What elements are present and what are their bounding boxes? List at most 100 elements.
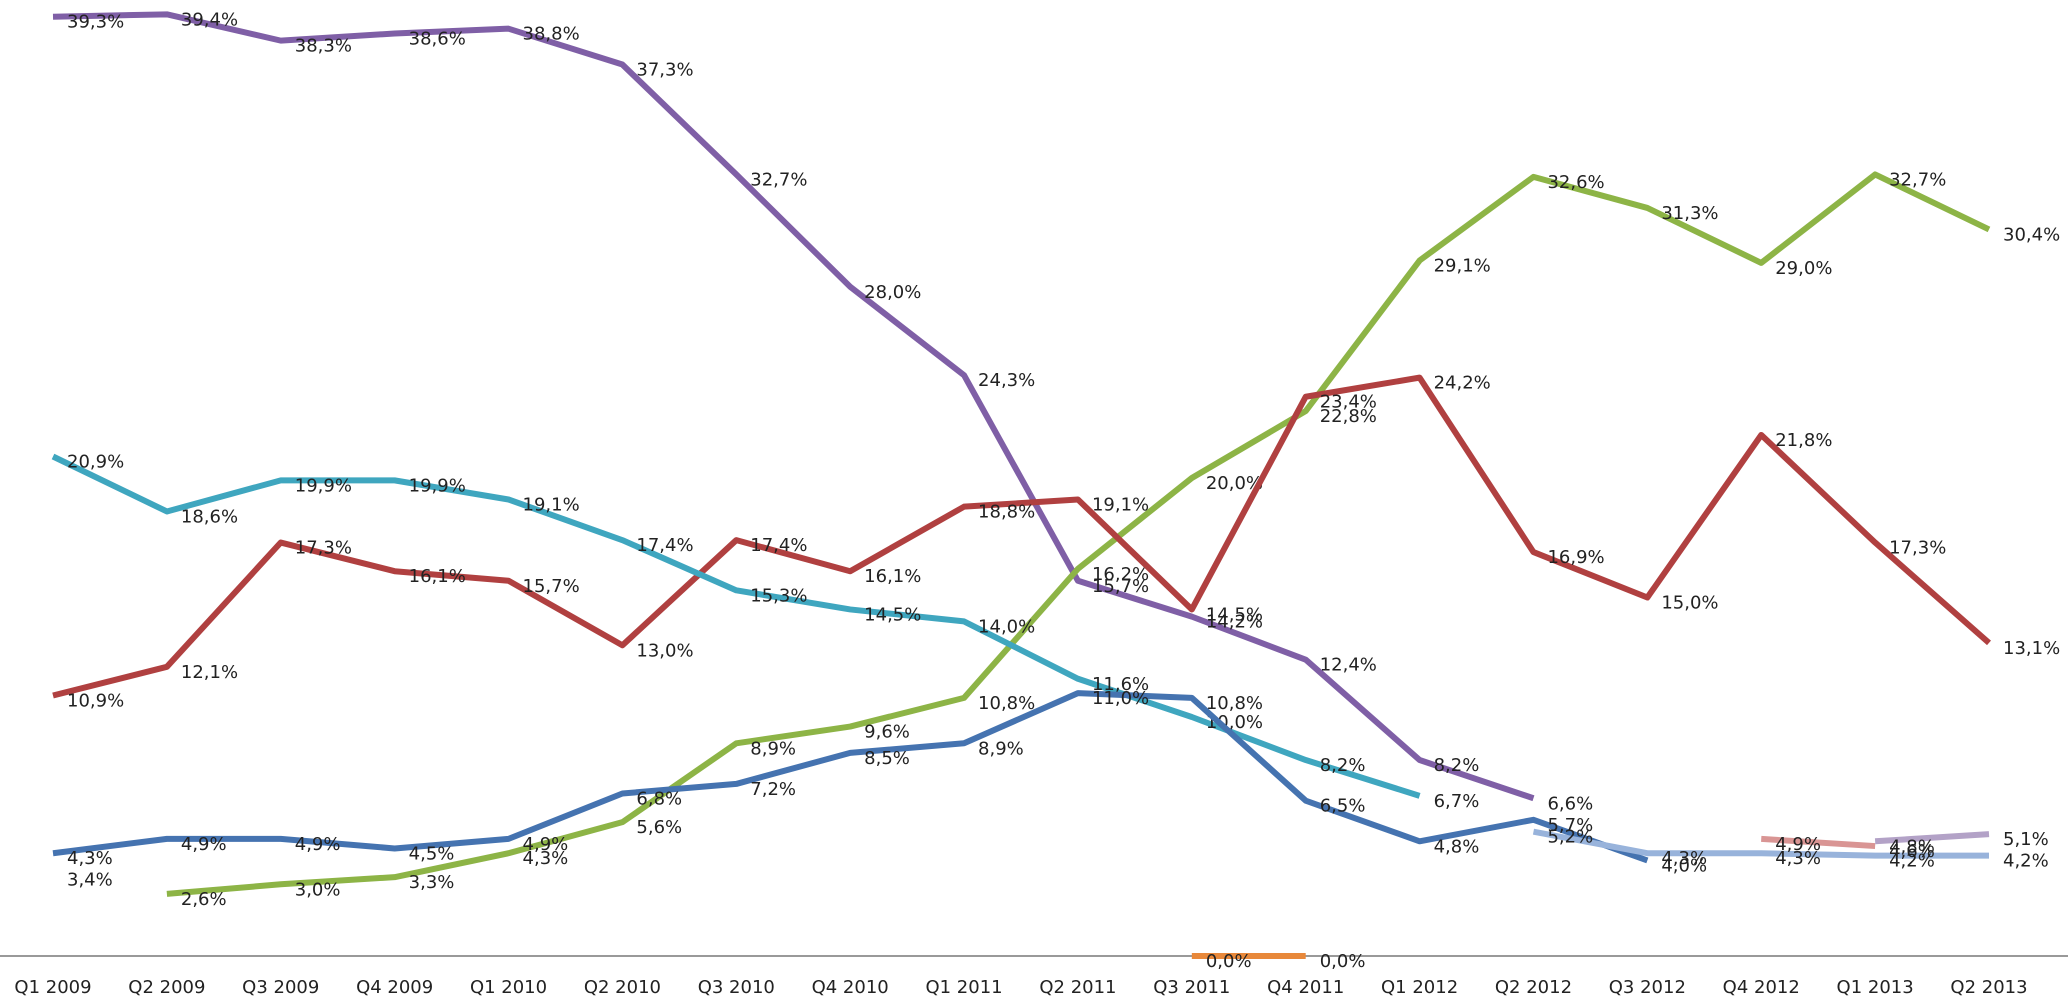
data-label: 3,4% <box>67 870 113 891</box>
data-label: 4,9% <box>523 834 569 855</box>
data-label: 17,4% <box>636 535 693 556</box>
data-label: 39,3% <box>67 12 124 33</box>
data-label: 32,6% <box>1547 172 1604 193</box>
data-label: 4,0% <box>1661 855 1707 876</box>
data-label: 8,9% <box>750 738 796 759</box>
data-label: 24,2% <box>1434 373 1491 394</box>
x-tick-label: Q2 2012 <box>1495 977 1572 998</box>
data-label: 15,3% <box>750 585 807 606</box>
series-line <box>52 374 1991 699</box>
x-tick-label: Q2 2010 <box>584 977 661 998</box>
data-label: 0,0% <box>1206 951 1252 972</box>
data-label: 24,3% <box>978 370 1035 391</box>
series-line <box>1874 831 1990 845</box>
data-label: 38,6% <box>409 28 466 49</box>
data-label: 19,9% <box>295 475 352 496</box>
data-label: 7,2% <box>750 779 796 800</box>
data-label: 17,4% <box>750 535 807 556</box>
data-label: 10,8% <box>978 693 1035 714</box>
x-tick-label: Q4 2009 <box>356 977 433 998</box>
data-label: 11,0% <box>1092 688 1149 709</box>
data-label: 4,3% <box>1775 848 1821 869</box>
data-label: 4,3% <box>523 848 569 869</box>
data-label: 14,5% <box>864 604 921 625</box>
data-label: 10,8% <box>1206 693 1263 714</box>
data-label: 3,0% <box>295 879 341 900</box>
x-tick-label: Q1 2012 <box>1381 977 1458 998</box>
x-tick-label: Q4 2010 <box>812 977 889 998</box>
data-label: 21,8% <box>1775 430 1832 451</box>
data-label: 4,3% <box>67 848 113 869</box>
data-label: 19,1% <box>523 495 580 516</box>
series-line <box>52 690 1649 864</box>
data-label: 8,2% <box>1434 755 1480 776</box>
data-label: 20,9% <box>67 451 124 472</box>
data-label: 30,4% <box>2003 224 2060 245</box>
data-label: 19,1% <box>1092 495 1149 516</box>
x-tick-label: Q4 2012 <box>1723 977 1800 998</box>
data-label: 31,3% <box>1661 203 1718 224</box>
data-label: 5,1% <box>2003 829 2049 850</box>
series-line <box>1761 835 1876 850</box>
data-label: 4,5% <box>409 843 455 864</box>
data-label: 4,2% <box>2003 851 2049 872</box>
data-label: 32,7% <box>1889 169 1946 190</box>
x-tick-label: Q3 2010 <box>698 977 775 998</box>
data-label: 28,0% <box>864 282 921 303</box>
data-label: 6,5% <box>1320 796 1366 817</box>
data-label: 12,4% <box>1320 655 1377 676</box>
data-label: 17,3% <box>295 538 352 559</box>
x-tick-label: Q2 2013 <box>1950 977 2027 998</box>
data-label: 19,9% <box>409 475 466 496</box>
x-tick-label: Q2 2009 <box>128 977 205 998</box>
data-label: 15,7% <box>523 576 580 597</box>
data-label: 6,7% <box>1434 791 1480 812</box>
data-label: 14,5% <box>1206 604 1263 625</box>
data-label: 29,0% <box>1775 258 1832 279</box>
data-label: 4,6% <box>1889 841 1935 862</box>
data-label: 15,0% <box>1661 593 1718 614</box>
data-label: 5,6% <box>636 817 682 838</box>
data-label: 9,6% <box>864 722 910 743</box>
data-label: 8,9% <box>978 738 1024 759</box>
data-label: 10,0% <box>1206 712 1263 733</box>
data-label: 6,8% <box>636 788 682 809</box>
data-label: 14,2% <box>1206 612 1263 633</box>
data-label: 16,1% <box>409 566 466 587</box>
data-label: 13,0% <box>636 640 693 661</box>
data-label: 17,3% <box>1889 538 1946 559</box>
data-label: 5,2% <box>1547 827 1593 848</box>
data-label: 6,6% <box>1547 793 1593 814</box>
data-label: 0,0% <box>1320 951 1366 972</box>
series-line <box>52 11 1535 802</box>
x-tick-label: Q3 2012 <box>1609 977 1686 998</box>
data-label: 4,2% <box>1889 851 1935 872</box>
data-label: 29,1% <box>1434 256 1491 277</box>
data-label: 39,4% <box>181 9 238 30</box>
data-label: 14,0% <box>978 616 1035 637</box>
data-label: 13,1% <box>2003 638 2060 659</box>
data-label: 4,9% <box>181 834 227 855</box>
x-tick-label: Q1 2011 <box>925 977 1002 998</box>
x-tick-label: Q1 2009 <box>14 977 91 998</box>
data-label: 15,7% <box>1092 576 1149 597</box>
data-label: 16,9% <box>1547 547 1604 568</box>
x-tick-label: Q2 2011 <box>1039 977 1116 998</box>
data-label: 38,3% <box>295 36 352 57</box>
data-label: 22,8% <box>1320 406 1377 427</box>
data-label: 10,9% <box>67 690 124 711</box>
data-label: 23,4% <box>1320 392 1377 413</box>
series-line <box>166 171 1991 897</box>
data-label: 32,7% <box>750 169 807 190</box>
data-label: 37,3% <box>636 60 693 81</box>
data-label: 8,2% <box>1320 755 1366 776</box>
data-label: 5,7% <box>1547 815 1593 836</box>
data-label: 2,6% <box>181 889 227 910</box>
series-line <box>51 453 1421 799</box>
data-label: 4,9% <box>295 834 341 855</box>
series-line <box>1532 828 1989 859</box>
data-label: 11,6% <box>1092 674 1149 695</box>
data-label: 38,8% <box>523 24 580 45</box>
data-label: 4,9% <box>1775 834 1821 855</box>
